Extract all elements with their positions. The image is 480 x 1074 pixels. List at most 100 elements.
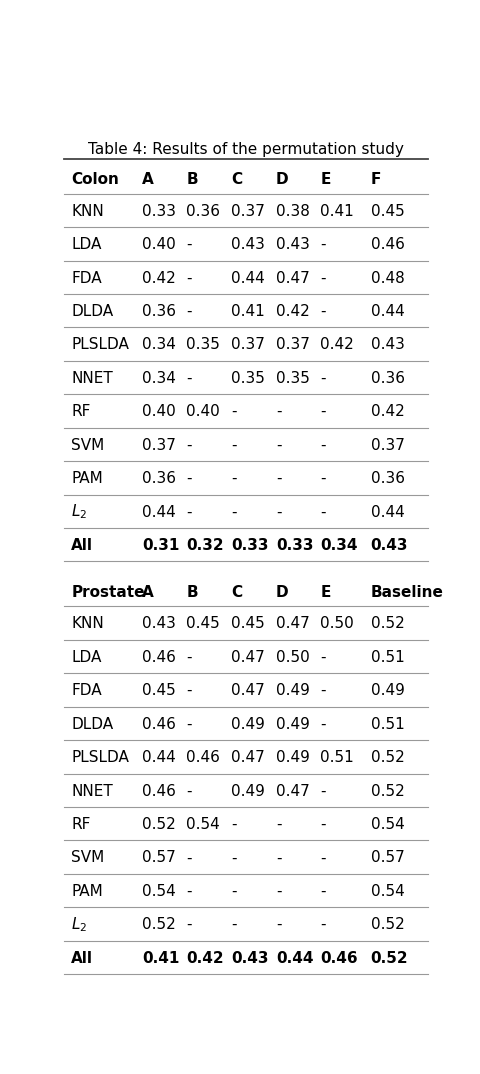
Text: $L_2$: $L_2$ (71, 503, 87, 521)
Text: -: - (276, 817, 281, 832)
Text: KNN: KNN (71, 616, 104, 632)
Text: -: - (321, 471, 326, 487)
Text: 0.54: 0.54 (371, 884, 404, 899)
Text: All: All (71, 538, 93, 553)
Text: 0.44: 0.44 (371, 505, 404, 520)
Text: NNET: NNET (71, 784, 113, 799)
Text: -: - (321, 438, 326, 453)
Text: 0.37: 0.37 (142, 438, 176, 453)
Text: E: E (321, 584, 331, 599)
Text: 0.36: 0.36 (186, 204, 220, 219)
Text: -: - (321, 884, 326, 899)
Text: SVM: SVM (71, 851, 105, 866)
Text: 0.40: 0.40 (186, 404, 220, 419)
Text: D: D (276, 584, 288, 599)
Text: 0.36: 0.36 (142, 471, 176, 487)
Text: -: - (186, 505, 192, 520)
Text: 0.54: 0.54 (186, 817, 220, 832)
Text: 0.52: 0.52 (371, 750, 404, 765)
Text: 0.44: 0.44 (142, 505, 176, 520)
Text: -: - (276, 404, 281, 419)
Text: -: - (186, 884, 192, 899)
Text: 0.35: 0.35 (186, 337, 220, 352)
Text: 0.31: 0.31 (142, 538, 179, 553)
Text: F: F (371, 172, 381, 187)
Text: 0.57: 0.57 (142, 851, 176, 866)
Text: -: - (321, 505, 326, 520)
Text: 0.49: 0.49 (276, 683, 310, 698)
Text: -: - (321, 716, 326, 731)
Text: -: - (321, 371, 326, 386)
Text: 0.43: 0.43 (231, 237, 265, 252)
Text: 0.40: 0.40 (142, 404, 176, 419)
Text: 0.47: 0.47 (276, 616, 310, 632)
Text: 0.49: 0.49 (276, 716, 310, 731)
Text: 0.47: 0.47 (276, 271, 310, 286)
Text: -: - (231, 884, 237, 899)
Text: 0.45: 0.45 (142, 683, 176, 698)
Text: 0.57: 0.57 (371, 851, 404, 866)
Text: -: - (321, 784, 326, 799)
Text: Prostate: Prostate (71, 584, 144, 599)
Text: 0.37: 0.37 (231, 204, 265, 219)
Text: 0.44: 0.44 (371, 304, 404, 319)
Text: 0.41: 0.41 (142, 950, 179, 966)
Text: 0.44: 0.44 (142, 750, 176, 765)
Text: 0.43: 0.43 (371, 538, 408, 553)
Text: 0.41: 0.41 (231, 304, 265, 319)
Text: 0.37: 0.37 (276, 337, 310, 352)
Text: 0.47: 0.47 (276, 784, 310, 799)
Text: A: A (142, 584, 154, 599)
Text: 0.34: 0.34 (321, 538, 358, 553)
Text: 0.42: 0.42 (186, 950, 224, 966)
Text: SVM: SVM (71, 438, 105, 453)
Text: C: C (231, 172, 242, 187)
Text: 0.36: 0.36 (371, 371, 405, 386)
Text: -: - (321, 271, 326, 286)
Text: 0.52: 0.52 (371, 950, 408, 966)
Text: 0.40: 0.40 (142, 237, 176, 252)
Text: -: - (276, 917, 281, 932)
Text: -: - (186, 271, 192, 286)
Text: 0.43: 0.43 (231, 950, 269, 966)
Text: 0.36: 0.36 (371, 471, 405, 487)
Text: -: - (186, 371, 192, 386)
Text: 0.45: 0.45 (186, 616, 220, 632)
Text: -: - (186, 304, 192, 319)
Text: -: - (186, 650, 192, 665)
Text: Colon: Colon (71, 172, 119, 187)
Text: -: - (321, 304, 326, 319)
Text: 0.43: 0.43 (371, 337, 405, 352)
Text: -: - (186, 471, 192, 487)
Text: LDA: LDA (71, 650, 102, 665)
Text: -: - (276, 471, 281, 487)
Text: 0.51: 0.51 (371, 650, 404, 665)
Text: Baseline: Baseline (371, 584, 444, 599)
Text: -: - (321, 650, 326, 665)
Text: 0.49: 0.49 (231, 716, 265, 731)
Text: 0.52: 0.52 (371, 917, 404, 932)
Text: -: - (186, 438, 192, 453)
Text: -: - (321, 917, 326, 932)
Text: 0.36: 0.36 (142, 304, 176, 319)
Text: PAM: PAM (71, 471, 103, 487)
Text: -: - (231, 505, 237, 520)
Text: 0.54: 0.54 (371, 817, 404, 832)
Text: FDA: FDA (71, 683, 102, 698)
Text: Table 4: Results of the permutation study: Table 4: Results of the permutation stud… (88, 142, 404, 157)
Text: B: B (186, 584, 198, 599)
Text: -: - (231, 471, 237, 487)
Text: -: - (276, 505, 281, 520)
Text: 0.42: 0.42 (371, 404, 404, 419)
Text: 0.46: 0.46 (142, 784, 176, 799)
Text: -: - (186, 784, 192, 799)
Text: 0.43: 0.43 (142, 616, 176, 632)
Text: 0.35: 0.35 (231, 371, 265, 386)
Text: 0.38: 0.38 (276, 204, 310, 219)
Text: -: - (186, 851, 192, 866)
Text: 0.46: 0.46 (142, 650, 176, 665)
Text: 0.43: 0.43 (276, 237, 310, 252)
Text: 0.41: 0.41 (321, 204, 354, 219)
Text: -: - (276, 851, 281, 866)
Text: 0.54: 0.54 (142, 884, 176, 899)
